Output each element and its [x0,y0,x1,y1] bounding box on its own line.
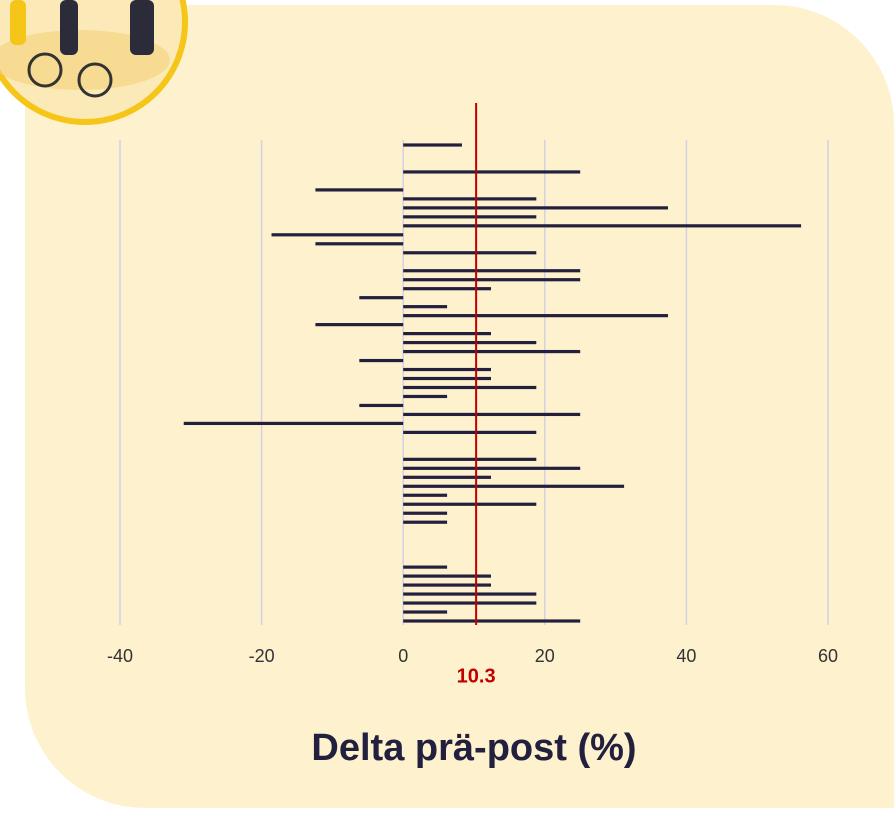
bar [403,610,448,614]
bar [315,188,404,192]
bar [403,493,448,497]
bar [403,197,537,201]
bar [403,385,537,390]
bar [403,367,491,372]
x-tick-label: -40 [107,646,133,666]
axis-title: Delta prä-post (%) [311,727,636,769]
bar [403,143,462,147]
reference-label: 10.3 [457,665,496,687]
bar [403,287,491,291]
bar [359,358,404,363]
bar [403,475,491,479]
bar [403,502,537,506]
bar [315,242,404,246]
x-tick-label: 0 [398,646,408,666]
bar [403,215,537,219]
bar [403,170,581,174]
x-tick-label: -20 [249,646,275,666]
bar [403,466,581,470]
x-tick-label: 20 [535,646,555,666]
bar [403,520,448,524]
x-tick-label: 60 [818,646,838,666]
bar [403,305,448,309]
bar [183,421,404,426]
bar [403,314,668,318]
bar [403,574,491,578]
bar [403,457,537,461]
bar [403,349,581,354]
bar [403,278,581,282]
bar [403,376,491,381]
bar [403,394,448,399]
bar [403,565,448,569]
illustration [0,0,188,125]
bar [403,412,581,417]
bar [403,619,581,623]
bar [403,601,537,605]
bar [359,403,404,408]
bar [315,323,404,327]
bar [403,511,448,515]
bar [403,430,537,434]
bar [403,484,625,488]
bar [403,224,802,228]
bar [403,583,491,587]
bar [403,251,537,255]
bar [403,340,537,345]
bar [403,206,668,210]
x-tick-label: 40 [676,646,696,666]
bar [359,296,404,300]
panel [25,5,894,808]
bar [403,592,537,596]
bar [403,332,491,336]
bar [271,233,404,237]
bar [403,269,581,273]
